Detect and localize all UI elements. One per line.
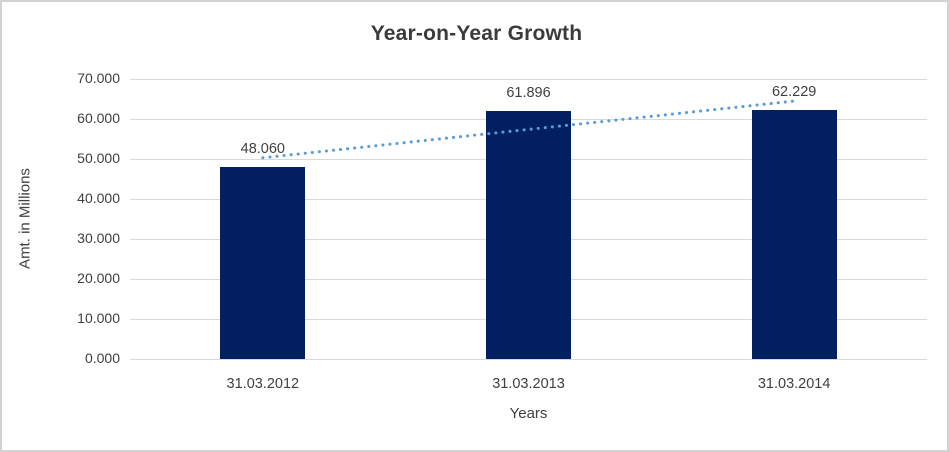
- bar: [751, 110, 837, 359]
- bar: [486, 111, 571, 359]
- y-gridline: [130, 359, 927, 360]
- bar-value-label: 61.896: [506, 85, 551, 102]
- plot-area: [130, 79, 927, 360]
- y-tick-label: 20.000: [77, 270, 120, 286]
- x-axis-title: Years: [509, 405, 548, 422]
- bar: [220, 166, 306, 359]
- y-tick-label: 0.000: [84, 350, 120, 366]
- y-tick-label: 40.000: [77, 190, 120, 206]
- x-tick-label: 31.03.2012: [226, 376, 300, 392]
- bar-value-label: 48.060: [240, 140, 285, 157]
- y-tick-label: 30.000: [77, 230, 120, 246]
- chart-title: Year-on-Year Growth: [370, 22, 583, 45]
- x-tick-label: 31.03.2013: [492, 376, 565, 392]
- y-tick-label: 70.000: [77, 70, 120, 86]
- y-tick-label: 50.000: [77, 150, 120, 166]
- y-tick-label: 10.000: [77, 310, 120, 326]
- x-tick-label: 31.03.2014: [757, 376, 831, 392]
- y-gridline: [130, 79, 927, 80]
- y-tick-label: 60.000: [77, 110, 120, 126]
- bar-value-label: 62.229: [771, 84, 817, 101]
- y-axis-title: Amt. in Millions: [16, 168, 34, 269]
